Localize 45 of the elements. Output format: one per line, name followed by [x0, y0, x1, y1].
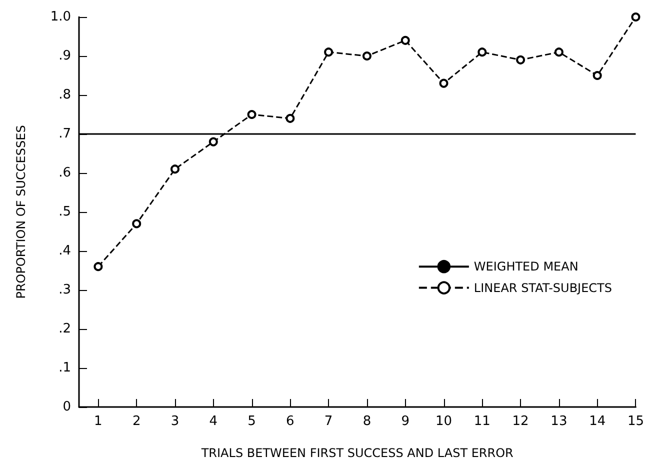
point	[554, 48, 564, 57]
x-tick-label: 12	[512, 414, 529, 429]
point	[324, 48, 334, 57]
x-tick-label: 7	[324, 414, 333, 429]
point	[592, 71, 602, 80]
point	[439, 78, 448, 88]
x-tick-label: 8	[362, 414, 372, 429]
legend-label: WEIGHTED MEAN	[474, 260, 578, 274]
x-tick-label: 13	[550, 414, 568, 429]
y-tick-label: 0	[62, 400, 71, 414]
y-tick-label: .9	[58, 48, 71, 64]
x-tick-label: 5	[248, 414, 256, 429]
x-axis-title: TRIALS BETWEEN FIRST SUCCESS AND LAST ERROR	[200, 446, 514, 460]
x-tick-label: 2	[132, 414, 141, 429]
x-tick-label: 10	[435, 414, 452, 429]
x-tick-label: 1	[94, 414, 102, 429]
x-tick-label: 14	[589, 414, 606, 429]
point	[94, 262, 103, 272]
point	[478, 48, 487, 57]
y-tick-label: 1.0	[50, 10, 71, 24]
x-tick-label: 15	[627, 414, 644, 429]
point	[208, 137, 218, 146]
x-tick-label: 3	[170, 414, 180, 429]
point	[286, 114, 295, 123]
y-tick-label: .2	[58, 322, 71, 336]
point	[631, 12, 640, 22]
y-axis-title: PROPORTION OF SUCCESSES	[14, 125, 28, 299]
y-tick-label: .1	[58, 360, 71, 376]
y-tick-label: .7	[58, 126, 71, 142]
legend-label: LINEAR STAT-SUBJECTS	[474, 280, 612, 295]
y-tick-label: .6	[58, 166, 71, 180]
y-tick-label: .5	[58, 204, 71, 220]
y-tick-label: .8	[58, 88, 71, 102]
y-tick-label: .3	[58, 282, 71, 298]
point	[516, 55, 526, 64]
x-tick-label: 4	[209, 414, 218, 429]
point	[132, 219, 142, 228]
point	[247, 110, 256, 119]
point	[170, 164, 180, 174]
point	[400, 36, 410, 45]
point	[362, 52, 372, 60]
x-tick-label: 9	[401, 414, 410, 429]
x-tick-label: 6	[286, 414, 294, 429]
x-tick-label: 11	[474, 414, 490, 429]
y-tick-label: .4	[58, 244, 71, 258]
